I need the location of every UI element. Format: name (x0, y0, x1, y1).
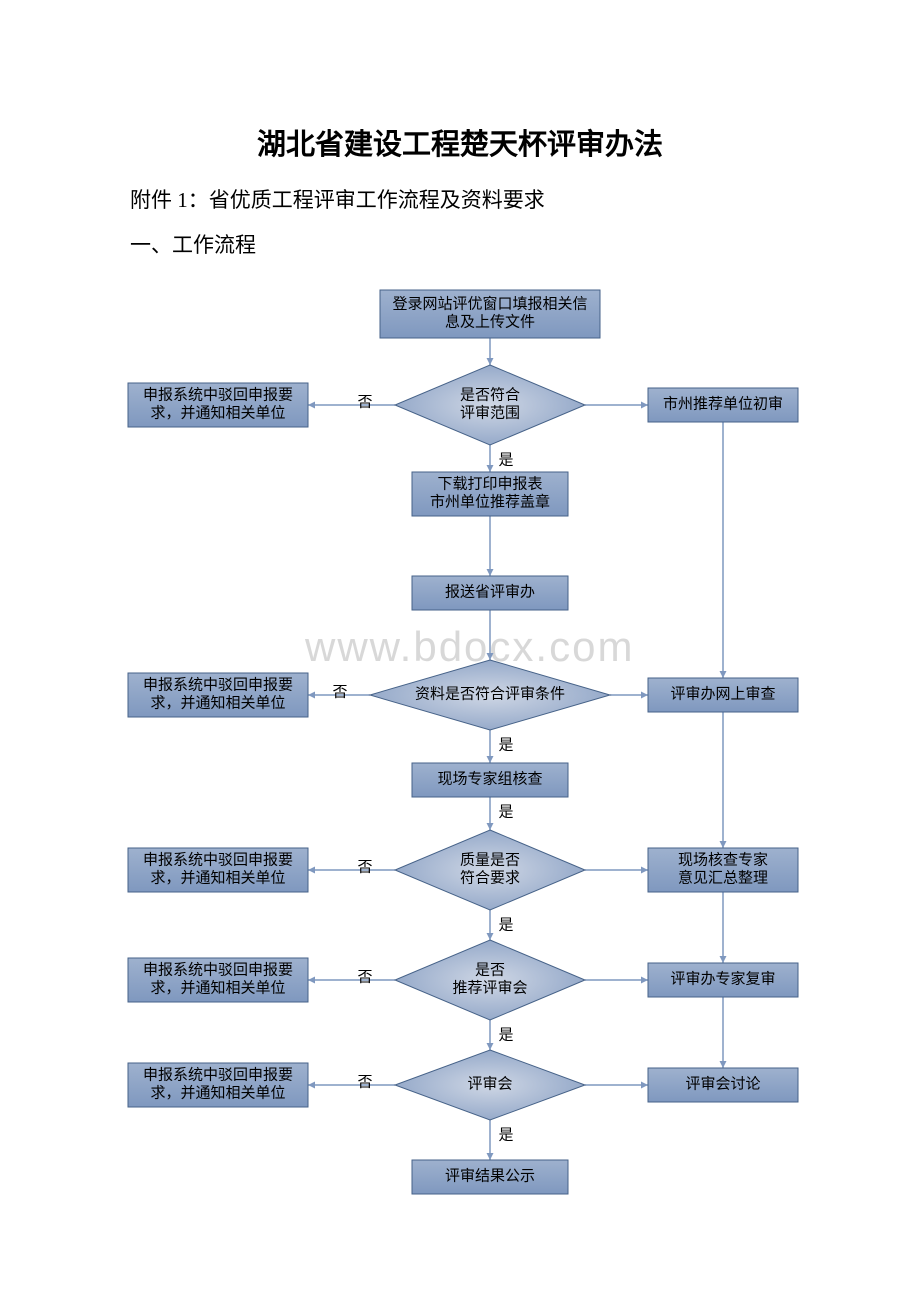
node-label: 申报系统中驳回申报要 (143, 1066, 293, 1083)
node-label: 申报系统中驳回申报要 (143, 851, 293, 868)
node-r_right4: 评审办专家复审 (648, 963, 798, 997)
edge-label: 否 (332, 684, 347, 700)
arrowhead-icon (308, 867, 315, 874)
node-label: 求，并通知相关单位 (150, 979, 285, 996)
arrowhead-icon (487, 465, 494, 472)
node-label: 意见汇总整理 (678, 868, 768, 886)
node-label: 现场核查专家 (678, 851, 768, 868)
node-d5: 评审会 (395, 1050, 585, 1120)
edge-label: 是 (498, 1027, 513, 1043)
node-label: 推荐评审会 (452, 979, 527, 996)
node-n_dl: 下载打印申报表市州单位推荐盖章 (412, 472, 568, 516)
node-label: 求，并通知相关单位 (150, 694, 285, 711)
node-label: 评审办专家复审 (670, 969, 775, 987)
node-r_left2: 申报系统中驳回申报要求，并通知相关单位 (128, 673, 308, 717)
node-r_left4: 申报系统中驳回申报要求，并通知相关单位 (128, 958, 308, 1002)
node-label: 申报系统中驳回申报要 (143, 961, 293, 978)
node-label: 报送省评审办 (445, 583, 535, 600)
node-label: 登录网站评优窗口填报相关信 (392, 294, 587, 312)
node-d2: 资料是否符合评审条件 (370, 660, 610, 730)
node-label: 评审会讨论 (685, 1075, 760, 1092)
node-r_left1: 申报系统中驳回申报要求，并通知相关单位 (128, 383, 308, 427)
node-r_left5: 申报系统中驳回申报要求，并通知相关单位 (128, 1063, 308, 1107)
node-label: 求，并通知相关单位 (150, 869, 285, 886)
node-label: 申报系统中驳回申报要 (143, 676, 293, 693)
node-label: 下载打印申报表 (437, 475, 542, 492)
arrowhead-icon (487, 358, 494, 365)
edge-label: 是 (498, 917, 513, 933)
arrowhead-icon (487, 823, 494, 830)
node-r_right3: 现场核查专家意见汇总整理 (648, 848, 798, 892)
node-label: 市州单位推荐盖章 (430, 492, 550, 510)
arrowhead-icon (720, 671, 727, 678)
node-n_submit: 报送省评审办 (412, 576, 568, 610)
node-label: 质量是否 (460, 851, 520, 868)
arrowhead-icon (641, 977, 648, 984)
node-n_start: 登录网站评优窗口填报相关信息及上传文件 (380, 290, 600, 338)
arrowhead-icon (487, 1153, 494, 1160)
arrowhead-icon (487, 1043, 494, 1050)
node-d3: 质量是否符合要求 (395, 830, 585, 910)
arrowhead-icon (641, 867, 648, 874)
arrowhead-icon (308, 977, 315, 984)
node-d1: 是否符合评审范围 (395, 365, 585, 445)
node-label: 评审结果公示 (445, 1167, 535, 1184)
edge-label: 是 (498, 1127, 513, 1143)
node-label: 是否符合 (460, 386, 520, 403)
node-n_result: 评审结果公示 (412, 1160, 568, 1194)
node-label: 申报系统中驳回申报要 (143, 386, 293, 403)
edge-label: 否 (357, 859, 372, 875)
node-label: 评审办网上审查 (670, 685, 775, 702)
edge-label: 否 (357, 1074, 372, 1090)
arrowhead-icon (720, 956, 727, 963)
arrowhead-icon (720, 1061, 727, 1068)
arrowhead-icon (641, 692, 648, 699)
edge-label: 是 (498, 452, 513, 468)
arrowhead-icon (308, 1082, 315, 1089)
arrowhead-icon (641, 402, 648, 409)
node-label: 市州推荐单位初审 (663, 395, 783, 412)
arrowhead-icon (487, 933, 494, 940)
arrowhead-icon (641, 1082, 648, 1089)
page: 湖北省建设工程楚天杯评审办法 附件 1：省优质工程评审工作流程及资料要求 一、工… (0, 0, 920, 1302)
arrowhead-icon (487, 653, 494, 660)
arrowhead-icon (487, 569, 494, 576)
node-r_left3: 申报系统中驳回申报要求，并通知相关单位 (128, 848, 308, 892)
node-n_site: 现场专家组核查 (412, 763, 568, 797)
edge-label: 是 (498, 737, 513, 753)
arrowhead-icon (487, 756, 494, 763)
node-label: 现场专家组核查 (437, 770, 542, 787)
node-label: 是否 (475, 962, 505, 978)
edge-label: 否 (357, 394, 372, 410)
edge-label: 否 (357, 969, 372, 985)
arrowhead-icon (720, 841, 727, 848)
node-r_right2: 评审办网上审查 (648, 678, 798, 712)
node-r_right5: 评审会讨论 (648, 1068, 798, 1102)
node-label: 求，并通知相关单位 (150, 404, 285, 421)
node-label: 评审范围 (460, 404, 520, 421)
arrowhead-icon (308, 402, 315, 409)
node-label: 求，并通知相关单位 (150, 1084, 285, 1101)
node-label: 资料是否符合评审条件 (415, 685, 565, 702)
node-r_right1: 市州推荐单位初审 (648, 388, 798, 422)
node-label: 息及上传文件 (445, 313, 535, 330)
node-label: 评审会 (467, 1075, 512, 1092)
node-label: 符合要求 (460, 869, 520, 886)
arrowhead-icon (308, 692, 315, 699)
edge-label: 是 (498, 804, 513, 820)
flowchart: 登录网站评优窗口填报相关信息及上传文件是否符合评审范围申报系统中驳回申报要求，并… (0, 0, 920, 1302)
node-d4: 是否推荐评审会 (395, 940, 585, 1020)
